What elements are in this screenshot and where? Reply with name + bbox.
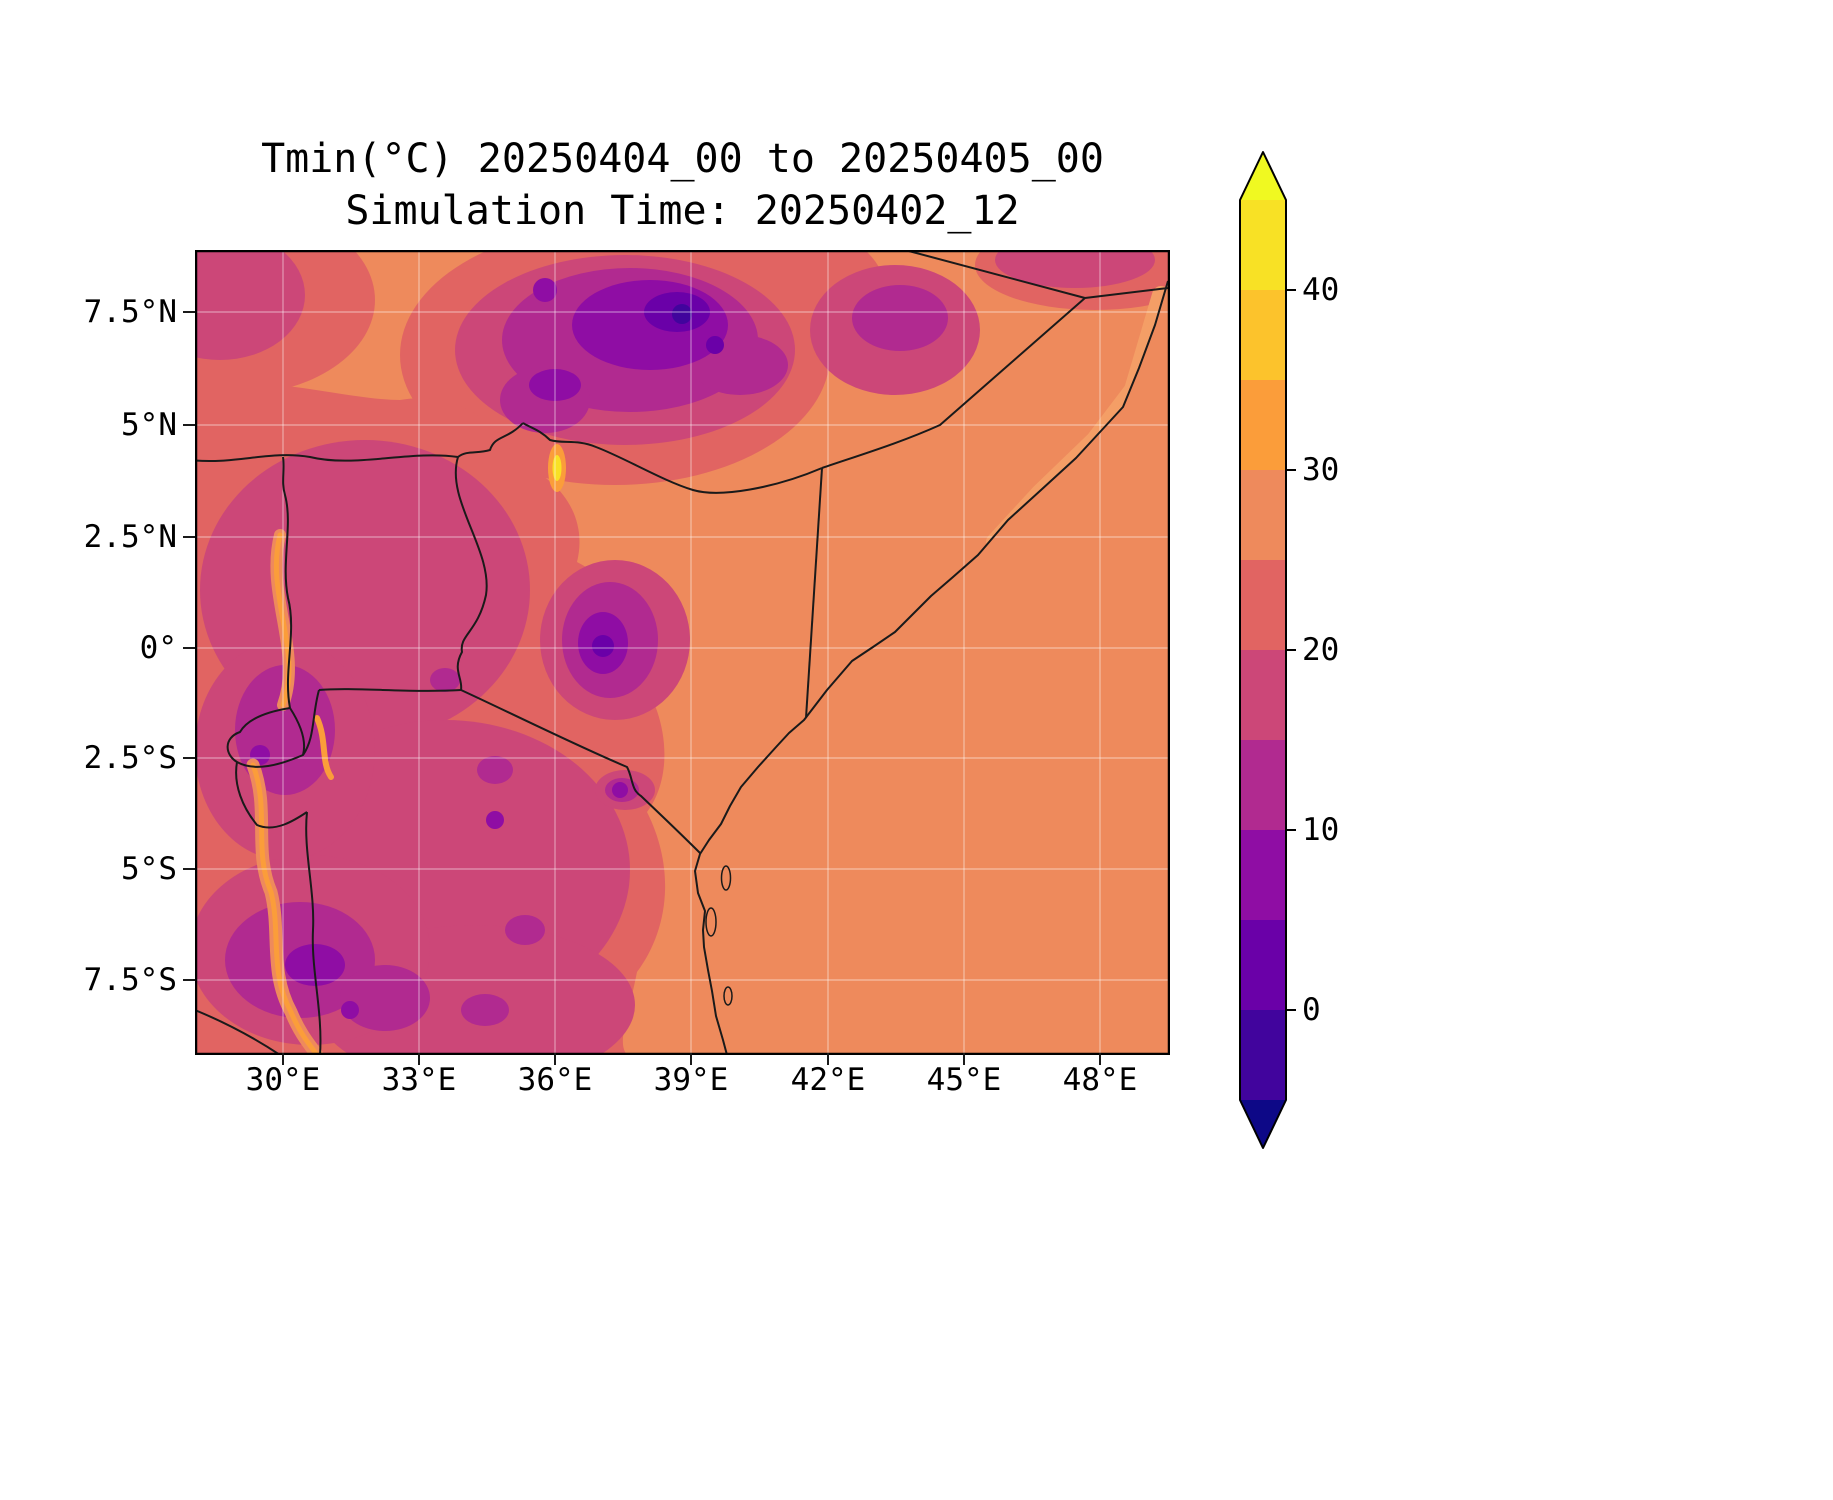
x-tick-mark xyxy=(554,1053,556,1065)
x-tick-mark xyxy=(282,1053,284,1065)
colorbar-svg xyxy=(1239,151,1296,1149)
x-tick-mark xyxy=(963,1053,965,1065)
x-tick-label: 48°E xyxy=(1062,1062,1138,1098)
temperature-field xyxy=(195,250,1170,1055)
x-tick-label: 30°E xyxy=(245,1062,321,1098)
x-tick-label: 45°E xyxy=(926,1062,1002,1098)
y-tick-label: 7.5°S xyxy=(83,962,177,998)
y-tick-mark xyxy=(183,647,195,649)
y-tick-label: 7.5°N xyxy=(83,294,177,330)
colorbar-bands xyxy=(1240,200,1286,1100)
field-band-minus5-0 xyxy=(672,304,692,324)
islands xyxy=(705,865,733,1006)
y-tick-label: 0° xyxy=(139,630,177,666)
lake-turkana-hot-spot xyxy=(548,444,566,492)
colorbar-tick-label: 40 xyxy=(1302,272,1340,308)
colorbar xyxy=(1230,150,1380,1160)
x-tick-mark xyxy=(1099,1053,1101,1065)
x-tick-mark xyxy=(827,1053,829,1065)
y-tick-mark xyxy=(183,979,195,981)
y-tick-mark xyxy=(183,311,195,313)
colorbar-tick-label: 30 xyxy=(1302,452,1340,488)
x-tick-label: 33°E xyxy=(381,1062,457,1098)
colorbar-extend-triangles xyxy=(1240,152,1286,1148)
figure-subtitle: Simulation Time: 20250402_12 xyxy=(345,188,1020,234)
y-tick-mark xyxy=(183,868,195,870)
colorbar-outline xyxy=(1239,151,1287,1149)
plot-frame xyxy=(195,250,1170,1055)
y-tick-mark xyxy=(183,536,195,538)
gridlines xyxy=(195,250,1170,1055)
y-tick-label: 2.5°N xyxy=(83,519,177,555)
y-tick-label: 5°S xyxy=(121,851,177,887)
ocean xyxy=(695,281,1170,1055)
figure-title: Tmin(°C) 20250404_00 to 20250405_00 xyxy=(261,136,1104,182)
x-tick-mark xyxy=(418,1053,420,1065)
colorbar-ticks xyxy=(1286,289,1296,1011)
x-tick-label: 36°E xyxy=(517,1062,593,1098)
y-tick-mark xyxy=(183,424,195,426)
y-tick-label: 5°N xyxy=(121,407,177,443)
country-borders xyxy=(195,250,1169,1055)
x-tick-label: 42°E xyxy=(790,1062,866,1098)
colorbar-tick-label: 20 xyxy=(1302,632,1340,668)
y-tick-label: 2.5°S xyxy=(83,740,177,776)
temperature-map-svg xyxy=(195,250,1170,1055)
coastline xyxy=(694,280,1169,1055)
colorbar-tick-label: 10 xyxy=(1302,812,1340,848)
map-plot xyxy=(195,250,1170,1055)
y-tick-mark xyxy=(183,757,195,759)
x-tick-label: 39°E xyxy=(653,1062,729,1098)
colorbar-tick-label: 0 xyxy=(1302,992,1321,1028)
x-tick-mark xyxy=(690,1053,692,1065)
